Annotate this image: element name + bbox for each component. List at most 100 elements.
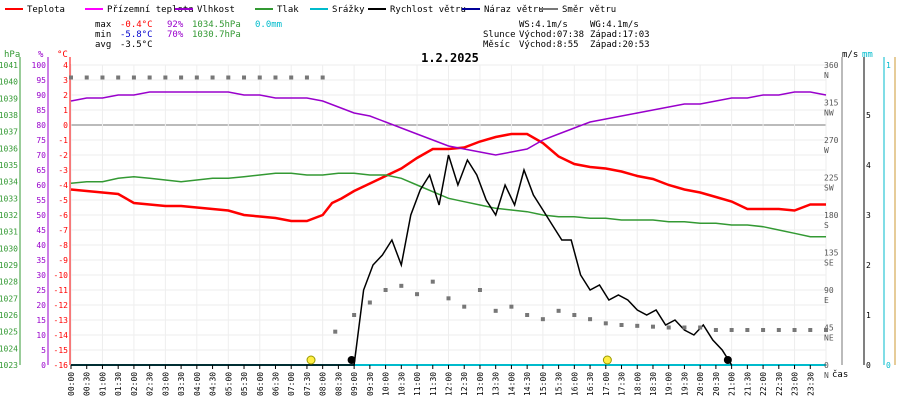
- pct-tick-label: 20: [36, 301, 46, 310]
- wind-direction-point: [477, 288, 482, 292]
- pct-tick-label: 30: [36, 271, 46, 280]
- markers-layer: [306, 355, 732, 365]
- temp-tick-label: 1: [63, 106, 68, 115]
- x-tick-label: 18:30: [649, 372, 658, 396]
- temp-tick-label: -1: [58, 136, 68, 145]
- mm-axis-label: mm: [862, 50, 873, 60]
- legend-item: Teplota: [27, 5, 65, 15]
- x-tick-label: 18:00: [633, 372, 642, 396]
- x-tick-label: 19:00: [665, 372, 674, 396]
- x-tick-label: 21:00: [728, 372, 737, 396]
- temp-tick-label: 4: [63, 61, 68, 70]
- stats-avg-temp: -3.5°C: [120, 40, 153, 50]
- hpa-tick-label: 1028: [0, 278, 18, 287]
- x-tick-label: 22:30: [775, 372, 784, 396]
- x-tick-label: 09:00: [350, 372, 359, 396]
- hpa-tick-label: 1038: [0, 111, 18, 120]
- x-tick-label: 11:00: [413, 372, 422, 396]
- x-tick-label: 00:00: [67, 372, 76, 396]
- wind-direction-point: [289, 75, 294, 80]
- wind-direction-point: [333, 329, 338, 334]
- x-tick-label: 21:30: [743, 372, 752, 396]
- dir-tick-label: 270: [824, 136, 839, 145]
- wind-direction-point: [226, 75, 231, 80]
- wind-direction-point: [509, 304, 514, 309]
- ms-axis-label: m/s: [842, 50, 858, 60]
- wind-direction-point: [147, 75, 152, 80]
- temp-tick-label: -15: [54, 346, 69, 355]
- hpa-tick-label: 1029: [0, 261, 18, 270]
- temp-tick-label: 2: [63, 91, 68, 100]
- info-moonrise: Východ:8:55: [519, 40, 579, 50]
- x-tick-label: 17:00: [602, 372, 611, 396]
- x-tick-label: 23:30: [806, 372, 815, 396]
- x-tick-label: 10:00: [382, 372, 391, 396]
- x-tick-label: 04:00: [193, 372, 202, 396]
- series-line: [71, 154, 733, 366]
- hpa-tick-label: 1024: [0, 344, 18, 353]
- dir-tick-label: 90: [824, 286, 834, 295]
- pct-tick-label: 95: [36, 76, 46, 85]
- dir-compass-label: N: [824, 71, 829, 80]
- hpa-tick-label: 1023: [0, 361, 18, 370]
- wind-direction-point: [525, 313, 530, 317]
- dir-compass-label: E: [824, 296, 829, 305]
- temp-tick-label: -7: [58, 226, 68, 235]
- x-tick-label: 02:30: [146, 372, 155, 396]
- temp-tick-label: -6: [58, 211, 68, 220]
- hpa-tick-label: 1026: [0, 311, 18, 320]
- rain-tick-label: 0: [886, 361, 891, 370]
- wind-direction-point: [729, 328, 734, 332]
- x-tick-label: 07:00: [287, 372, 296, 396]
- x-tick-label: 09:30: [366, 372, 375, 396]
- degc-axis-label: °C: [57, 50, 68, 60]
- pct-tick-label: 70: [36, 151, 46, 160]
- legend-item: Směr větru: [562, 5, 616, 15]
- wind-direction-point: [462, 304, 467, 309]
- info-moonset: Západ:20:53: [590, 40, 650, 50]
- wind-direction-point: [650, 324, 655, 329]
- wind-direction-point: [352, 313, 357, 317]
- wind-direction-point: [210, 75, 215, 80]
- wind-direction-point: [792, 328, 797, 332]
- wind-direction-point: [84, 75, 89, 80]
- wind-direction-point: [698, 325, 703, 330]
- pct-tick-label: 0: [41, 361, 46, 370]
- x-tick-label: 10:30: [397, 372, 406, 396]
- dir-compass-label: NE: [824, 334, 834, 343]
- temp-tick-label: -9: [58, 256, 68, 265]
- wind-direction-point: [635, 323, 640, 328]
- x-tick-label: 13:30: [492, 372, 501, 396]
- info-sun-label: Slunce: [483, 30, 516, 40]
- x-tick-label: 07:30: [303, 372, 312, 396]
- hpa-tick-label: 1031: [0, 228, 18, 237]
- wind-tick-label: 4: [866, 161, 871, 170]
- pct-tick-label: 65: [36, 166, 46, 175]
- stats-min-hum: 70%: [167, 30, 184, 40]
- plot-grid: [70, 64, 827, 366]
- dir-compass-label: N: [824, 371, 829, 380]
- x-tick-label: 03:00: [161, 372, 170, 396]
- wind-direction-point: [603, 321, 608, 326]
- hpa-tick-label: 1037: [0, 128, 18, 137]
- wind-direction-point: [776, 328, 781, 332]
- wind-direction-point: [666, 325, 671, 330]
- x-axis-label: čas: [832, 369, 848, 380]
- x-tick-label: 08:00: [319, 372, 328, 396]
- pct-tick-label: 90: [36, 91, 46, 100]
- hpa-tick-label: 1033: [0, 194, 18, 203]
- wind-direction-point: [304, 75, 309, 80]
- wind-direction-point: [273, 75, 278, 80]
- wind-direction-point: [100, 75, 105, 80]
- x-tick-label: 22:00: [759, 372, 768, 396]
- wind-direction-point: [745, 328, 750, 332]
- temp-tick-label: -3: [58, 166, 68, 175]
- dir-tick-label: 0: [824, 361, 829, 370]
- pct-tick-label: 25: [36, 286, 46, 295]
- moonset-marker: [723, 356, 732, 364]
- legend: Teplota Přízemní teplota Vlhkost Tlak Srážky…: [5, 5, 616, 15]
- dir-tick-label: 225: [824, 174, 839, 183]
- left-axes: 1041104010391038103710361035103410331032…: [0, 57, 71, 370]
- x-tick-label: 06:30: [271, 372, 280, 396]
